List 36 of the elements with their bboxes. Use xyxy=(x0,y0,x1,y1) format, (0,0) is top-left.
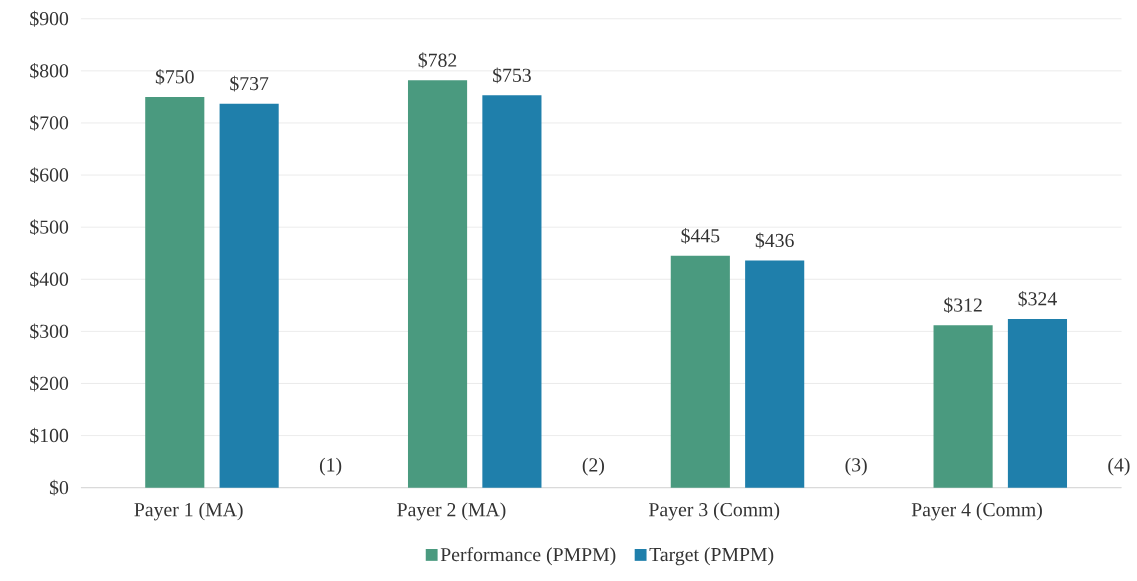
bar xyxy=(482,95,542,488)
y-tick-label: $800 xyxy=(30,63,69,80)
bar xyxy=(745,260,805,488)
x-tick-label: Payer 1 (MA) xyxy=(134,502,243,521)
y-tick-label: $900 xyxy=(30,11,69,27)
data-label: $436 xyxy=(755,232,794,249)
y-tick-label: $200 xyxy=(30,375,69,392)
legend-label: Performance (PMPM) xyxy=(440,547,616,566)
y-tick-label: $0 xyxy=(49,480,69,496)
bar xyxy=(670,256,730,488)
annotation: (1) xyxy=(319,457,342,476)
data-label: $737 xyxy=(230,76,269,92)
bar xyxy=(219,103,279,488)
annotation: (2) xyxy=(582,457,605,476)
y-tick-label: $100 xyxy=(30,427,69,444)
bar xyxy=(933,325,993,488)
legend-label: Target (PMPM) xyxy=(649,547,774,566)
bar xyxy=(1007,319,1068,488)
y-tick-label: $300 xyxy=(30,323,69,340)
data-label: $445 xyxy=(681,228,720,244)
data-label: $324 xyxy=(1018,291,1057,308)
bar xyxy=(145,97,205,488)
bar xyxy=(407,80,468,488)
x-tick-label: Payer 3 (Comm) xyxy=(649,502,780,521)
data-label: $750 xyxy=(155,69,194,86)
annotation: (4) xyxy=(1108,457,1130,476)
y-tick-label: $500 xyxy=(30,219,69,236)
x-tick-label: Payer 2 (MA) xyxy=(397,502,506,521)
annotation: (3) xyxy=(845,457,867,476)
data-label: $753 xyxy=(493,67,531,84)
y-tick-label: $600 xyxy=(30,167,69,184)
x-tick-label: Payer 4 (Comm) xyxy=(911,502,1042,521)
y-tick-label: $700 xyxy=(30,115,69,132)
y-tick-label: $400 xyxy=(30,271,69,288)
data-label: $312 xyxy=(944,297,982,314)
data-label: $782 xyxy=(418,52,457,69)
